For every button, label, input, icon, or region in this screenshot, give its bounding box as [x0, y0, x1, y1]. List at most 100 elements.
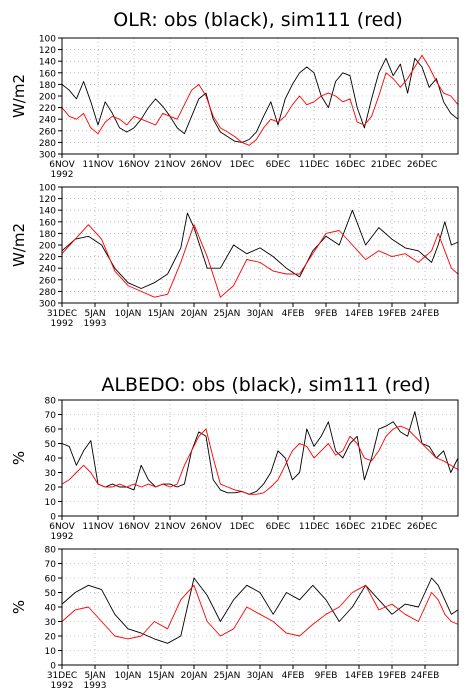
- x-tick-year-label: 1993: [84, 319, 107, 329]
- x-tick-label: 26NOV: [190, 522, 222, 532]
- x-tick-label: 14FEB: [345, 671, 374, 681]
- y-tick-label: 260: [39, 127, 56, 137]
- x-tick-label: 9FEB: [315, 671, 338, 681]
- y-tick-label: 180: [39, 81, 56, 91]
- chart-panels: 1001201401601802002202402602803006NOV199…: [10, 35, 459, 691]
- x-tick-label: 10JAN: [115, 309, 142, 319]
- albedo-title: ALBEDO: obs (black), sim111 (red): [101, 374, 430, 396]
- y-axis-label: W/m2: [10, 74, 28, 118]
- x-tick-label: 21DEC: [371, 160, 401, 170]
- series-line-obs: [61, 577, 459, 644]
- x-tick-label: 24FEB: [411, 309, 440, 319]
- x-tick-label: 6DEC: [266, 522, 291, 532]
- y-axis-label: %: [10, 600, 28, 614]
- x-tick-year-label: 1992: [51, 681, 74, 691]
- x-tick-label: 11NOV: [82, 522, 114, 532]
- x-tick-label: 11DEC: [299, 522, 329, 532]
- y-tick-label: 100: [39, 184, 56, 194]
- y-tick-label: 20: [45, 633, 57, 643]
- x-tick-label: 30JAN: [247, 671, 274, 681]
- x-tick-label: 21DEC: [371, 522, 401, 532]
- y-tick-label: 280: [39, 139, 56, 149]
- x-tick-label: 26NOV: [190, 160, 222, 170]
- x-tick-label: 21NOV: [154, 160, 186, 170]
- y-axis-label: %: [10, 451, 28, 465]
- y-tick-label: 200: [39, 93, 56, 103]
- series-line-obs: [61, 209, 459, 289]
- x-tick-label: 6DEC: [266, 160, 291, 170]
- x-tick-label: 4FEB: [282, 671, 305, 681]
- y-tick-label: 80: [45, 397, 57, 407]
- x-tick-label: 24FEB: [411, 671, 440, 681]
- y-tick-label: 200: [39, 242, 56, 252]
- y-tick-label: 40: [45, 604, 57, 614]
- x-tick-year-label: 1993: [84, 681, 107, 691]
- y-axis-label: W/m2: [10, 223, 28, 267]
- x-tick-label: 15JAN: [148, 671, 175, 681]
- x-tick-label: 10JAN: [115, 671, 142, 681]
- x-tick-label: 30JAN: [247, 309, 274, 319]
- x-tick-label: 1DEC: [230, 522, 255, 532]
- y-tick-label: 280: [39, 288, 56, 298]
- y-tick-label: 220: [39, 104, 56, 114]
- x-tick-label: 31DEC: [47, 309, 77, 319]
- x-tick-label: 9FEB: [315, 309, 338, 319]
- y-tick-label: 120: [39, 195, 56, 205]
- y-tick-label: 240: [39, 116, 56, 126]
- x-tick-label: 16NOV: [118, 522, 150, 532]
- x-tick-label: 11DEC: [299, 160, 329, 170]
- y-tick-label: 100: [39, 35, 56, 45]
- series-line-sim111: [61, 584, 459, 640]
- x-tick-label: 26DEC: [407, 160, 437, 170]
- x-tick-label: 6NOV: [49, 160, 75, 170]
- y-tick-label: 180: [39, 230, 56, 240]
- y-tick-label: 80: [45, 546, 57, 556]
- series-line-obs: [61, 57, 459, 143]
- y-tick-label: 40: [45, 455, 57, 465]
- x-tick-label: 19FEB: [378, 671, 407, 681]
- x-tick-label: 31DEC: [47, 671, 77, 681]
- x-tick-label: 16DEC: [335, 160, 365, 170]
- x-tick-label: 21NOV: [154, 522, 186, 532]
- y-tick-label: 50: [45, 440, 57, 450]
- x-tick-year-label: 1992: [51, 319, 74, 329]
- series-line-sim111: [61, 224, 459, 298]
- y-tick-label: 70: [45, 411, 57, 421]
- y-tick-label: 60: [45, 575, 57, 585]
- x-tick-label: 25JAN: [214, 671, 241, 681]
- x-tick-label: 5JAN: [84, 309, 105, 319]
- x-tick-label: 11NOV: [82, 160, 114, 170]
- x-tick-label: 4FEB: [282, 309, 305, 319]
- y-tick-label: 30: [45, 618, 57, 628]
- x-tick-label: 14FEB: [345, 309, 374, 319]
- y-tick-label: 60: [45, 426, 57, 436]
- y-tick-label: 240: [39, 265, 56, 275]
- y-tick-label: 50: [45, 589, 57, 599]
- y-tick-label: 10: [45, 647, 57, 657]
- y-tick-label: 70: [45, 560, 57, 570]
- y-tick-label: 140: [39, 58, 56, 68]
- y-tick-label: 120: [39, 46, 56, 56]
- series-line-sim111: [61, 425, 459, 495]
- y-tick-label: 300: [39, 300, 56, 310]
- y-tick-label: 0: [50, 662, 56, 672]
- x-tick-year-label: 1992: [51, 532, 74, 542]
- x-tick-label: 20JAN: [181, 309, 208, 319]
- x-tick-label: 5JAN: [84, 671, 105, 681]
- y-tick-label: 220: [39, 253, 56, 263]
- y-tick-label: 160: [39, 69, 56, 79]
- y-tick-label: 0: [50, 513, 56, 523]
- x-tick-label: 6NOV: [49, 522, 75, 532]
- x-tick-label: 19FEB: [378, 309, 407, 319]
- y-tick-label: 10: [45, 498, 57, 508]
- y-tick-label: 260: [39, 276, 56, 286]
- x-tick-label: 16NOV: [118, 160, 150, 170]
- olr-title: OLR: obs (black), sim111 (red): [113, 9, 403, 31]
- x-tick-label: 25JAN: [214, 309, 241, 319]
- series-line-sim111: [61, 54, 459, 146]
- y-tick-label: 30: [45, 469, 57, 479]
- x-tick-label: 20JAN: [181, 671, 208, 681]
